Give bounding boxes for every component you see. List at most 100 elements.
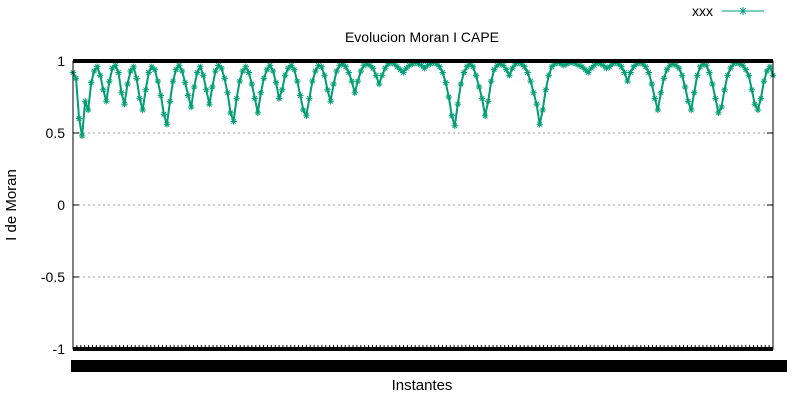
data-point bbox=[527, 77, 534, 85]
data-point bbox=[618, 63, 625, 70]
data-point bbox=[757, 95, 765, 102]
data-point bbox=[124, 80, 131, 88]
data-point bbox=[324, 86, 331, 93]
data-point bbox=[718, 103, 725, 111]
data-point bbox=[687, 106, 695, 114]
data-point bbox=[115, 69, 122, 76]
axes bbox=[72, 59, 774, 351]
data-point bbox=[760, 77, 768, 85]
data-point bbox=[169, 77, 177, 85]
data-point bbox=[269, 67, 277, 75]
data-point bbox=[218, 65, 225, 72]
data-point bbox=[306, 95, 313, 102]
data-point bbox=[694, 72, 701, 79]
data-point bbox=[227, 109, 234, 117]
data-point bbox=[436, 63, 443, 70]
data-point bbox=[351, 89, 359, 96]
data-point bbox=[715, 109, 722, 117]
data-point bbox=[187, 103, 195, 111]
data-point bbox=[78, 132, 86, 140]
data-point bbox=[657, 89, 665, 96]
data-point bbox=[203, 86, 210, 93]
data-point bbox=[754, 106, 762, 114]
data-point bbox=[748, 86, 755, 93]
series-line bbox=[72, 61, 774, 137]
data-point bbox=[539, 106, 546, 114]
data-point bbox=[266, 62, 274, 69]
data-point bbox=[112, 62, 119, 69]
data-point bbox=[691, 89, 698, 96]
data-point bbox=[660, 75, 668, 82]
data-point bbox=[245, 69, 252, 76]
data-point bbox=[584, 69, 592, 76]
data-point bbox=[651, 95, 659, 102]
data-point bbox=[751, 101, 759, 108]
data-point bbox=[627, 69, 634, 76]
data-point bbox=[451, 122, 459, 129]
data-point bbox=[221, 75, 228, 82]
data-point bbox=[163, 121, 171, 128]
data-point bbox=[345, 69, 352, 76]
data-point bbox=[191, 83, 198, 91]
data-point bbox=[303, 112, 310, 119]
data-point bbox=[260, 75, 268, 82]
data-point bbox=[381, 65, 389, 72]
data-point bbox=[645, 69, 652, 76]
data-point bbox=[172, 66, 180, 73]
data-point bbox=[481, 112, 489, 119]
y-axis-label: I de Moran bbox=[3, 169, 20, 241]
data-point bbox=[151, 66, 159, 73]
data-point bbox=[624, 77, 631, 85]
y-tick-label: 1 bbox=[57, 53, 65, 69]
data-point bbox=[287, 62, 295, 69]
data-point bbox=[724, 72, 731, 79]
data-point bbox=[581, 66, 589, 73]
chart-title: Evolucion Moran I CAPE bbox=[345, 29, 499, 45]
y-tick-labels: -1 -0.5 0 0.5 1 bbox=[41, 53, 65, 357]
data-point bbox=[233, 95, 240, 102]
data-point bbox=[275, 95, 283, 102]
data-point bbox=[684, 98, 692, 105]
data-point bbox=[354, 77, 362, 85]
data-point bbox=[130, 63, 137, 70]
x-tick-labels bbox=[71, 360, 787, 372]
data-point bbox=[442, 79, 449, 86]
data-point bbox=[312, 67, 319, 75]
data-point bbox=[321, 72, 328, 79]
data-point bbox=[251, 95, 259, 102]
data-point bbox=[521, 63, 528, 70]
data-point bbox=[263, 66, 271, 73]
y-tick-label: -1 bbox=[53, 341, 66, 357]
data-point bbox=[230, 118, 237, 125]
data-point bbox=[742, 66, 749, 73]
data-point bbox=[81, 98, 89, 105]
data-point bbox=[206, 101, 213, 108]
data-point bbox=[103, 98, 110, 105]
data-point bbox=[536, 121, 543, 128]
data-point bbox=[487, 77, 495, 85]
data-point bbox=[224, 89, 231, 96]
data-point bbox=[721, 86, 728, 93]
data-point bbox=[166, 98, 174, 105]
data-point bbox=[121, 101, 128, 108]
data-point bbox=[281, 72, 289, 79]
data-point bbox=[118, 89, 125, 96]
data-point bbox=[709, 80, 716, 88]
data-point bbox=[309, 77, 316, 85]
data-point bbox=[675, 65, 683, 72]
legend-marker-star bbox=[739, 7, 747, 15]
data-point bbox=[706, 69, 713, 76]
data-point bbox=[84, 106, 92, 114]
data-point bbox=[469, 63, 477, 70]
data-point bbox=[136, 95, 143, 102]
data-point bbox=[127, 67, 134, 75]
data-point bbox=[545, 72, 552, 79]
legend: xxx bbox=[692, 3, 764, 19]
data-point bbox=[272, 79, 280, 86]
data-point bbox=[194, 69, 201, 76]
data-point bbox=[139, 106, 146, 114]
data-point bbox=[530, 89, 537, 96]
data-point bbox=[524, 69, 531, 76]
data-point bbox=[542, 86, 549, 93]
